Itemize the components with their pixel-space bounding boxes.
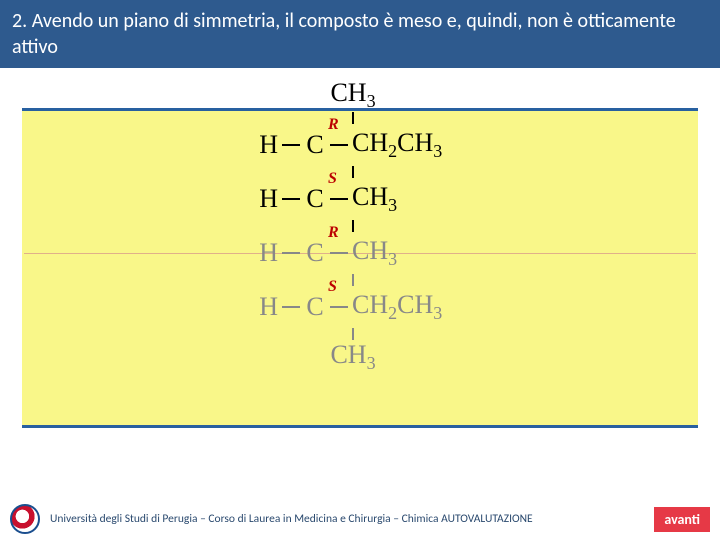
- diagram-area: CH3 R H C CH2CH3 S H C CH3 R H C CH3: [10, 78, 710, 498]
- h-bond: [282, 252, 300, 254]
- h-bond: [330, 306, 348, 308]
- chemical-structure: CH3 R H C CH2CH3 S H C CH3 R H C CH3: [250, 78, 442, 374]
- h-bond: [330, 144, 348, 146]
- footer-text: Università degli Studi di Perugia – Cors…: [50, 512, 654, 526]
- h-bond: [282, 144, 300, 146]
- h-bond: [282, 198, 300, 200]
- vertical-bond: [352, 112, 354, 124]
- top-methyl: CH3: [298, 78, 408, 112]
- vertical-bond: [352, 274, 354, 286]
- stereo-label-s2: S: [328, 278, 337, 296]
- stereo-label-r1: R: [328, 116, 339, 134]
- slide-header: 2. Avendo un piano di simmetria, il comp…: [0, 0, 720, 68]
- carbon-row-1: R H C CH2CH3: [250, 124, 442, 166]
- h-bond: [282, 306, 300, 308]
- carbon-row-3: R H C CH3: [250, 232, 442, 274]
- carbon-row-4: S H C CH2CH3: [250, 286, 442, 328]
- vertical-bond: [352, 328, 354, 340]
- header-text: 2. Avendo un piano di simmetria, il comp…: [12, 9, 676, 59]
- stereo-label-s1: S: [328, 170, 337, 188]
- vertical-bond: [352, 166, 354, 178]
- vertical-bond: [352, 220, 354, 232]
- carbon-row-2: S H C CH3: [250, 178, 442, 220]
- footer: Università degli Studi di Perugia – Cors…: [0, 504, 720, 534]
- stereo-label-r2: R: [328, 224, 339, 242]
- h-bond: [330, 198, 348, 200]
- h-bond: [330, 252, 348, 254]
- next-button[interactable]: avanti: [654, 507, 710, 532]
- university-logo-icon: [10, 504, 40, 534]
- bottom-methyl: CH3: [298, 340, 408, 374]
